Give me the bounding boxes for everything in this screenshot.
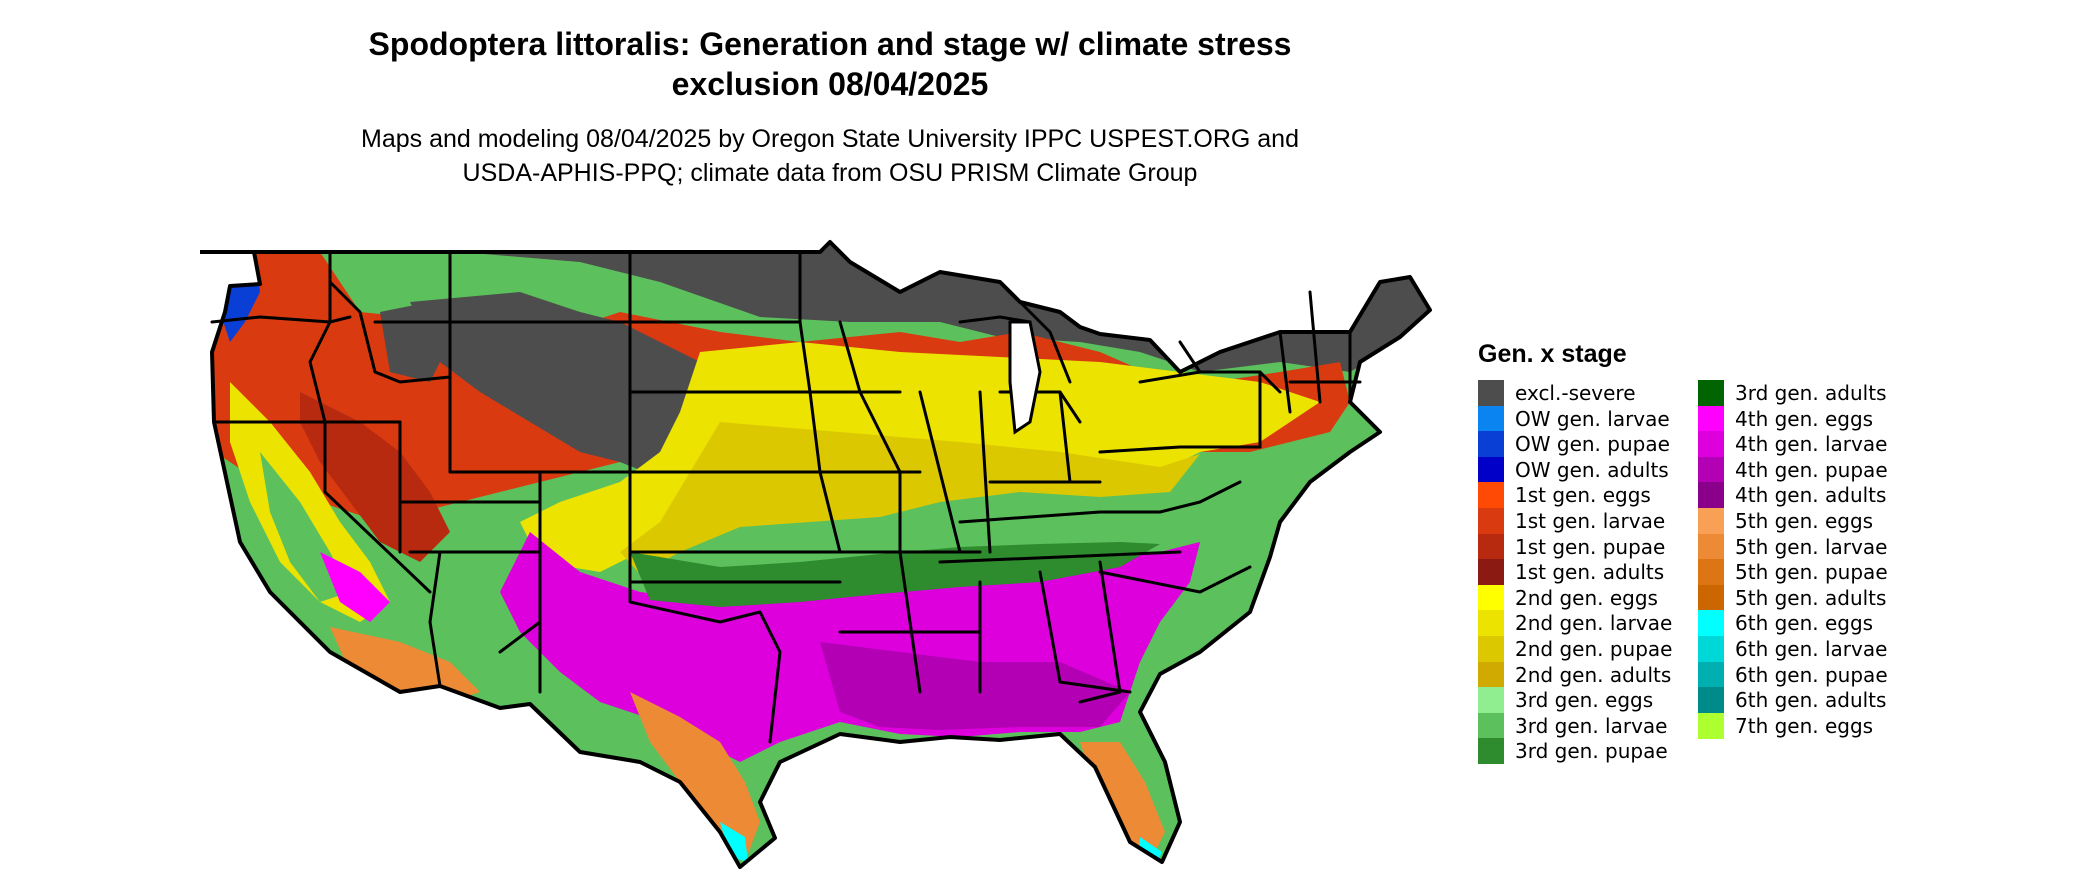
legend-label: OW gen. pupae <box>1515 432 1670 457</box>
legend-item: OW gen. larvae <box>1478 405 1670 432</box>
legend-label: 3rd gen. pupae <box>1515 739 1668 764</box>
legend-swatch <box>1478 559 1504 586</box>
legend-label: 3rd gen. adults <box>1735 381 1887 405</box>
legend-item: 5th gen. adults <box>1698 584 1887 611</box>
legend-label: 6th gen. adults <box>1735 688 1887 713</box>
legend-swatch <box>1698 661 1724 688</box>
title-line-2: exclusion 08/04/2025 <box>671 66 989 102</box>
legend-label: 5th gen. adults <box>1735 585 1887 610</box>
legend-swatch <box>1698 508 1724 534</box>
legend-swatch <box>1698 533 1724 560</box>
legend-item: 1st gen. adults <box>1478 559 1665 586</box>
legend-label: 3rd gen. larvae <box>1515 713 1668 738</box>
legend-item: 1st gen. larvae <box>1478 508 1665 534</box>
legend-swatch <box>1478 456 1504 483</box>
legend-item: 3rd gen. larvae <box>1478 712 1668 739</box>
legend-item: excl.-severe <box>1478 380 1636 406</box>
title-line-1: Spodoptera littoralis: Generation and st… <box>368 26 1292 62</box>
legend-swatch <box>1478 584 1504 611</box>
legend-label: 1st gen. larvae <box>1515 509 1666 533</box>
legend-label: 6th gen. larvae <box>1735 637 1888 661</box>
legend-label: 4th gen. pupae <box>1735 457 1888 482</box>
legend-item: 6th gen. larvae <box>1698 636 1887 662</box>
map-subtitle: Maps and modeling 08/04/2025 by Oregon S… <box>210 122 1450 190</box>
legend: Gen. x stage excl.-severe OW gen. larvae O… <box>1478 340 1998 780</box>
legend-swatch <box>1698 431 1724 458</box>
legend-swatch <box>1478 431 1504 458</box>
legend-item: 4th gen. larvae <box>1698 431 1888 458</box>
map-title: Spodoptera littoralis: Generation and st… <box>210 24 1450 104</box>
legend-label: 2nd gen. larvae <box>1515 611 1673 636</box>
legend-swatch <box>1478 380 1504 406</box>
legend-swatch <box>1698 636 1724 662</box>
legend-item: OW gen. adults <box>1478 456 1669 483</box>
legend-item: 1st gen. eggs <box>1478 482 1651 509</box>
legend-item: 1st gen. pupae <box>1478 533 1666 560</box>
legend-swatch <box>1698 584 1724 611</box>
legend-item: 7th gen. eggs <box>1698 712 1874 739</box>
legend-label: 4th gen. adults <box>1735 483 1887 508</box>
legend-label: 1st gen. adults <box>1515 560 1665 585</box>
legend-label: 2nd gen. eggs <box>1515 585 1658 610</box>
legend-item: 4th gen. adults <box>1698 482 1887 509</box>
subtitle-line-2: USDA-APHIS-PPQ; climate data from OSU PR… <box>462 159 1198 187</box>
legend-label: 6th gen. eggs <box>1735 611 1874 636</box>
legend-item: 4th gen. pupae <box>1698 456 1888 483</box>
us-map <box>200 240 1432 869</box>
legend-swatch <box>1478 687 1504 714</box>
legend-label: excl.-severe <box>1515 381 1636 405</box>
legend-swatch <box>1478 636 1504 662</box>
legend-label: 3rd gen. eggs <box>1515 688 1654 713</box>
legend-item: 3rd gen. adults <box>1698 380 1886 406</box>
legend-swatch <box>1478 482 1504 509</box>
legend-swatch <box>1478 533 1504 560</box>
legend-label: 1st gen. pupae <box>1515 534 1666 559</box>
legend-item: 2nd gen. eggs <box>1478 584 1658 611</box>
legend-label: 2nd gen. adults <box>1515 662 1672 687</box>
legend-label: OW gen. adults <box>1515 457 1669 482</box>
legend-swatch <box>1478 661 1504 688</box>
legend-label: 5th gen. pupae <box>1735 560 1888 585</box>
legend-label: 5th gen. larvae <box>1735 534 1888 559</box>
legend-item: 6th gen. adults <box>1698 687 1887 714</box>
legend-item: 2nd gen. larvae <box>1478 610 1673 637</box>
legend-swatch <box>1478 508 1504 534</box>
legend-item: 3rd gen. eggs <box>1478 687 1654 714</box>
subtitle-line-1: Maps and modeling 08/04/2025 by Oregon S… <box>361 125 1299 153</box>
legend-swatch <box>1698 712 1724 739</box>
legend-swatch <box>1698 687 1724 714</box>
legend-item: 5th gen. eggs <box>1698 508 1873 534</box>
legend-label: 1st gen. eggs <box>1515 483 1651 508</box>
legend-label: 7th gen. eggs <box>1735 713 1874 738</box>
legend-swatch <box>1478 405 1504 432</box>
legend-label: 4th gen. larvae <box>1735 432 1888 457</box>
legend-label: 5th gen. eggs <box>1735 509 1874 533</box>
legend-label: 4th gen. eggs <box>1735 406 1874 431</box>
legend-swatch <box>1698 610 1724 637</box>
legend-label: 2nd gen. pupae <box>1515 637 1673 661</box>
legend-item: 3rd gen. pupae <box>1478 738 1668 765</box>
legend-swatch <box>1478 712 1504 739</box>
legend-swatch <box>1698 482 1724 509</box>
legend-swatch <box>1478 738 1504 765</box>
legend-item: 6th gen. eggs <box>1698 610 1874 637</box>
legend-label: OW gen. larvae <box>1515 406 1670 431</box>
legend-swatch <box>1698 405 1724 432</box>
legend-item: 2nd gen. adults <box>1478 661 1672 688</box>
legend-swatch <box>1698 380 1724 406</box>
legend-item: 6th gen. pupae <box>1698 661 1888 688</box>
legend-item: 5th gen. larvae <box>1698 533 1888 560</box>
legend-item: OW gen. pupae <box>1478 431 1670 458</box>
legend-item: 4th gen. eggs <box>1698 405 1874 432</box>
legend-swatch <box>1478 610 1504 637</box>
legend-swatch <box>1698 559 1724 586</box>
legend-item: 2nd gen. pupae <box>1478 636 1672 662</box>
legend-title: Gen. x stage <box>1478 340 1627 368</box>
legend-item: 5th gen. pupae <box>1698 559 1888 586</box>
legend-label: 6th gen. pupae <box>1735 662 1888 687</box>
legend-swatch <box>1698 456 1724 483</box>
